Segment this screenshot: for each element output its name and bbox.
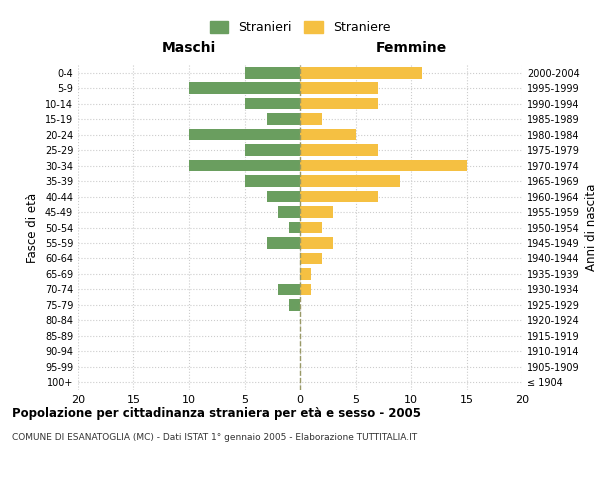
Bar (289, 222, 300, 234)
Bar (245, 98, 300, 110)
Bar (300, 222, 322, 234)
Bar (300, 114, 322, 125)
Bar (278, 206, 300, 218)
Bar (245, 144, 300, 156)
Y-axis label: Anni di nascita: Anni di nascita (585, 184, 598, 271)
Bar (189, 160, 300, 172)
Bar (300, 206, 334, 218)
Bar (300, 284, 311, 295)
Y-axis label: Fasce di età: Fasce di età (26, 192, 39, 262)
Bar (300, 144, 378, 156)
Bar (189, 82, 300, 94)
Bar (189, 129, 300, 140)
Bar (300, 82, 378, 94)
Bar (300, 98, 378, 110)
Bar (300, 129, 356, 140)
Bar (267, 237, 300, 249)
Bar (278, 284, 300, 295)
Bar (267, 190, 300, 202)
Bar (300, 190, 378, 202)
Bar (300, 67, 422, 78)
Bar (300, 160, 467, 172)
Bar (289, 299, 300, 310)
Bar (300, 237, 334, 249)
Text: Maschi: Maschi (162, 42, 216, 55)
Text: COMUNE DI ESANATOGLIA (MC) - Dati ISTAT 1° gennaio 2005 - Elaborazione TUTTITALI: COMUNE DI ESANATOGLIA (MC) - Dati ISTAT … (12, 432, 417, 442)
Bar (267, 114, 300, 125)
Text: Femmine: Femmine (376, 42, 446, 55)
Bar (300, 176, 400, 187)
Text: Popolazione per cittadinanza straniera per età e sesso - 2005: Popolazione per cittadinanza straniera p… (12, 408, 421, 420)
Bar (245, 67, 300, 78)
Bar (300, 268, 311, 280)
Bar (300, 252, 322, 264)
Legend: Stranieri, Straniere: Stranieri, Straniere (205, 16, 395, 40)
Bar (245, 176, 300, 187)
